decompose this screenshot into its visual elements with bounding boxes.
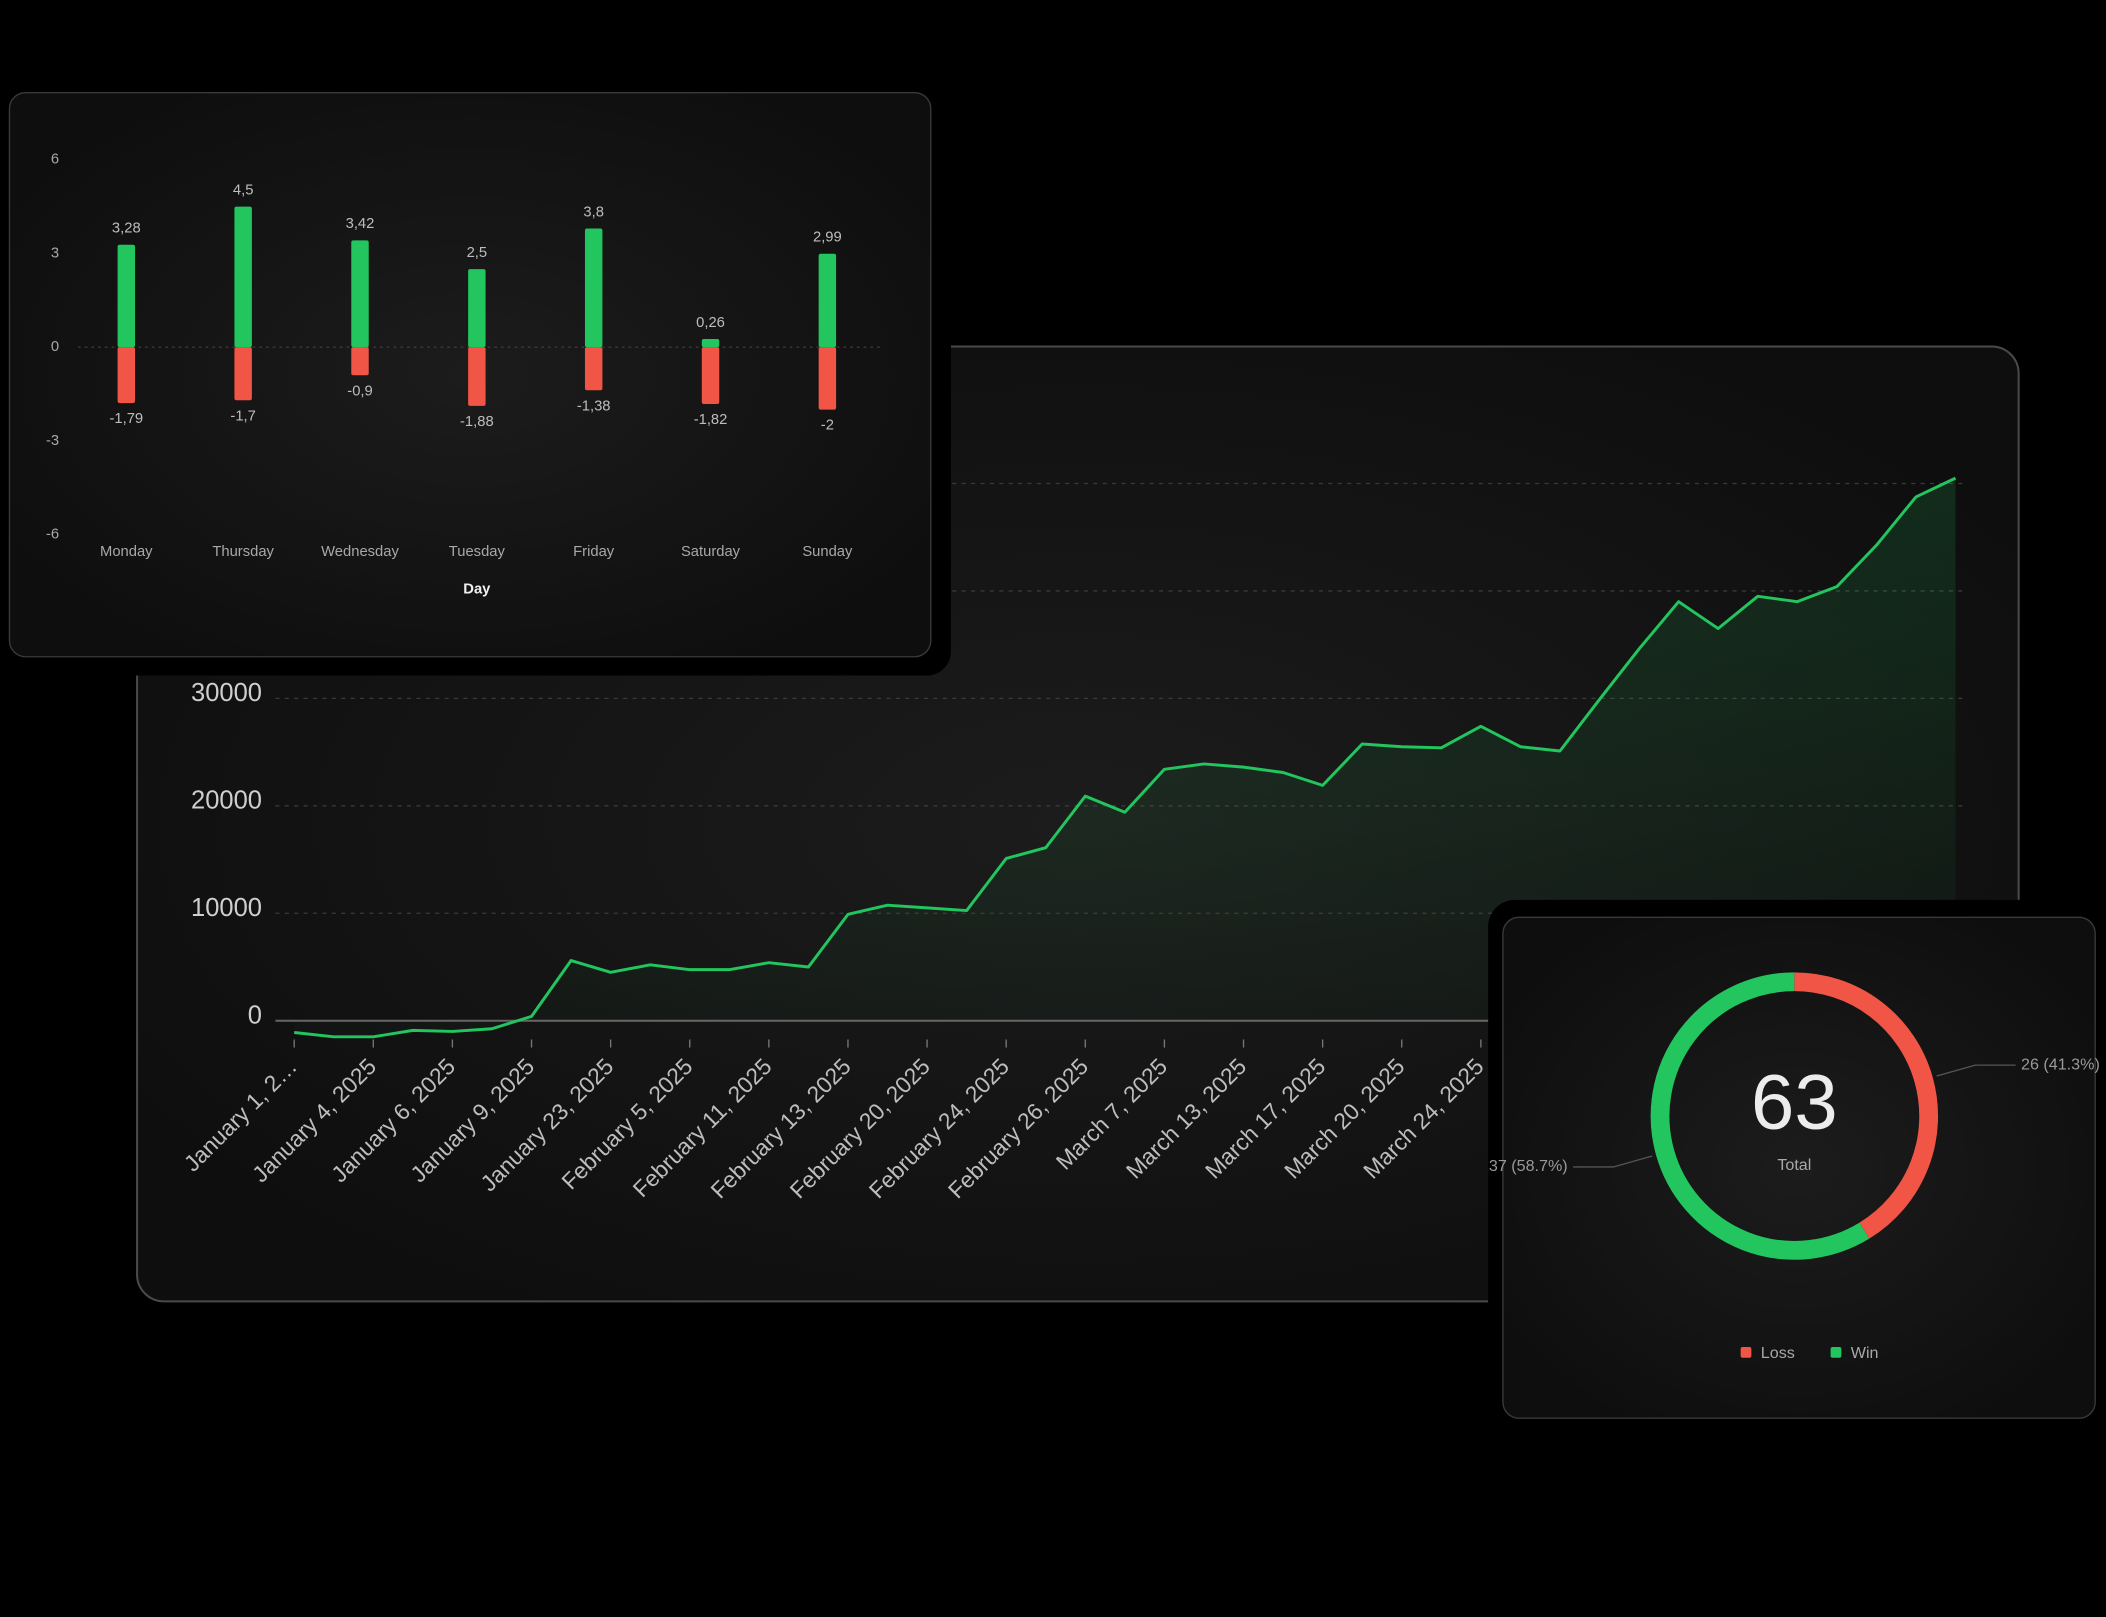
slice-label: 37 (58.7%): [1489, 1157, 1568, 1175]
y-tick-label: 20000: [191, 787, 262, 815]
value-label: 3,42: [346, 216, 375, 232]
y-tick-label: 0: [51, 339, 59, 355]
donut-segment: [1794, 972, 1938, 1239]
bar: [701, 347, 720, 405]
bar: [584, 228, 603, 348]
slice-label: 26 (41.3%): [2021, 1055, 2100, 1073]
bar: [468, 269, 486, 348]
value-label: 3,8: [583, 204, 604, 220]
legend-label: Loss: [1761, 1344, 1795, 1362]
bar: [117, 347, 136, 404]
value-label: -1,88: [460, 414, 494, 430]
y-tick-label: 30000: [191, 679, 262, 707]
bar: [701, 339, 720, 348]
legend-swatch: [1830, 1347, 1842, 1358]
day-chart: 6 3 0 -3 -6 Monday 3,28 -1,79 Thursday 4,5 -1,7 Wed…: [0, 80, 951, 676]
y-tick-label: 3: [51, 245, 59, 261]
bar: [468, 347, 486, 406]
bar: [584, 347, 603, 391]
bar: [117, 244, 136, 348]
value-label: -1,82: [694, 412, 728, 428]
value-label: -2: [821, 418, 834, 434]
bar: [818, 253, 837, 348]
y-tick-label: -6: [46, 526, 59, 542]
area-fill: [294, 478, 1956, 1037]
bar: [351, 240, 369, 348]
x-tick-label: Sunday: [802, 544, 853, 560]
leader-line: [1936, 1064, 2016, 1077]
bar: [234, 206, 252, 348]
x-tick-label: Saturday: [681, 544, 741, 560]
legend-swatch: [1740, 1347, 1752, 1358]
x-tick-label: Monday: [100, 544, 153, 560]
value-label: -0,9: [347, 383, 372, 399]
bar: [351, 347, 369, 376]
total-label: Total: [1777, 1156, 1811, 1174]
value-label: -1,7: [230, 408, 255, 424]
bar: [234, 347, 252, 401]
value-label: 2,5: [467, 245, 488, 261]
line: [294, 476, 1957, 1039]
x-tick-label: Wednesday: [321, 544, 399, 560]
value-label: -1,38: [577, 398, 611, 414]
y-tick-label: 0: [248, 1001, 262, 1029]
x-tick-label: Friday: [573, 544, 615, 560]
y-tick-label: 6: [51, 152, 59, 168]
value-label: 2,99: [813, 230, 842, 246]
leader-line: [1573, 1155, 1653, 1168]
value-label: 4,5: [233, 182, 254, 198]
y-tick-label: 10000: [191, 894, 262, 922]
bar: [818, 347, 837, 410]
card: [1502, 916, 2096, 1419]
value-label: 0,26: [696, 315, 725, 331]
x-tick-label: Tuesday: [449, 544, 506, 560]
value-label: -1,79: [109, 411, 143, 427]
x-axis-title: Day: [463, 581, 491, 597]
x-tick-label: Thursday: [212, 544, 274, 560]
total-value: 63: [1751, 1058, 1838, 1146]
donut-segment: [1650, 972, 1870, 1260]
donut-chart: 26 (41.3%) 37 (58.7%) 63 Total Loss Win: [1488, 899, 2106, 1438]
value-label: 3,28: [112, 221, 141, 237]
legend-label: Win: [1851, 1344, 1879, 1362]
y-tick-label: -3: [46, 433, 59, 449]
